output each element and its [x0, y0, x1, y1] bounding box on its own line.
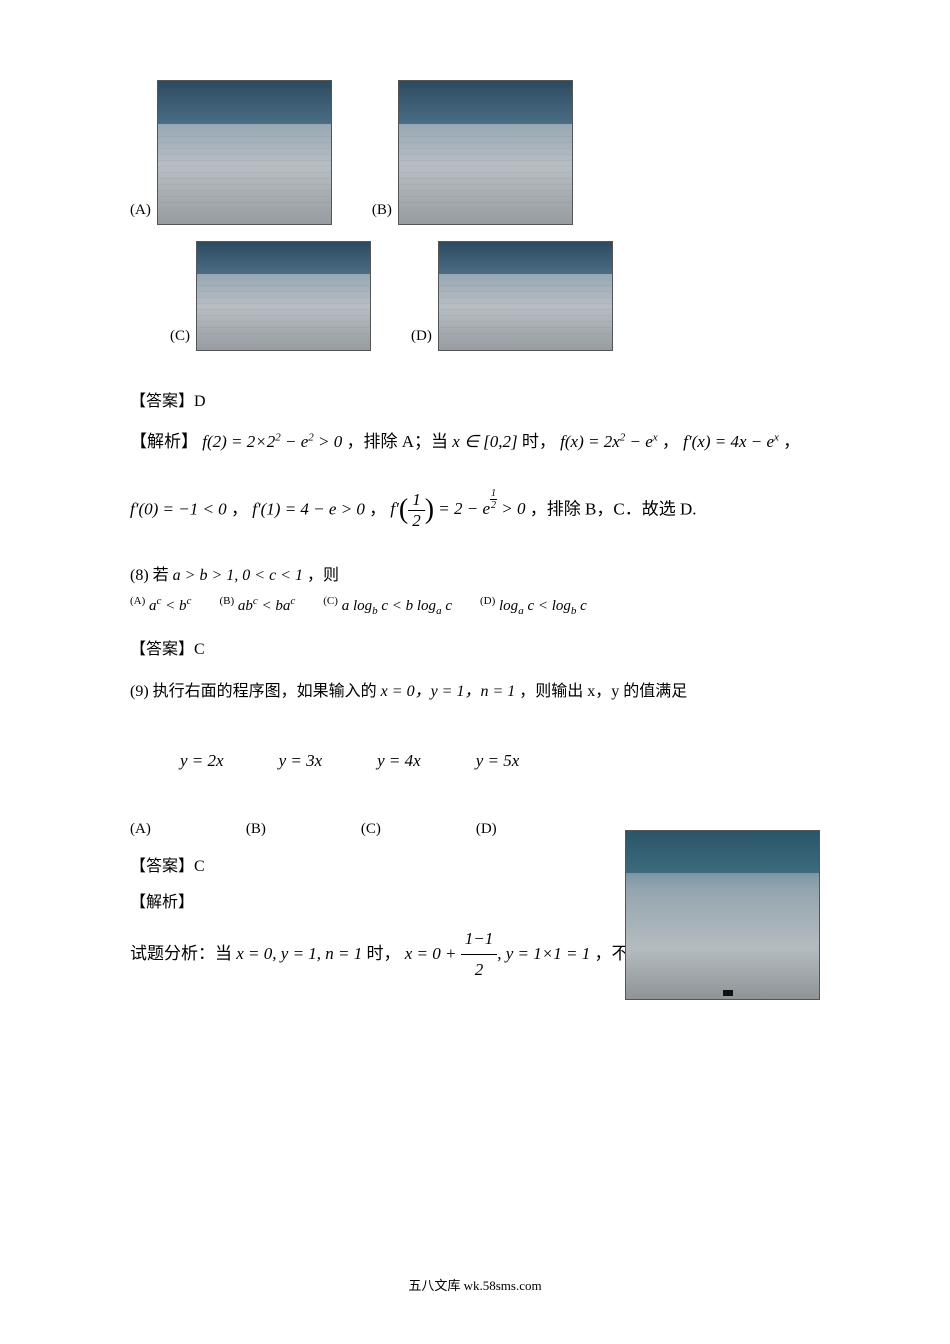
footer-text: 五八文库 wk.58sms.com	[0, 1275, 950, 1294]
fx-formula: f(x) = 2x2 − ex	[560, 432, 662, 451]
q9-options: y = 2x y = 3x y = 4x y = 5x	[180, 751, 519, 771]
figure-label-c: (C)	[170, 328, 190, 345]
figure-row-2: (C) (D)	[170, 241, 820, 351]
f0: f′(0) = −1 < 0	[130, 499, 227, 518]
q9-label-c: (C)	[361, 821, 381, 838]
figure-c: (C)	[170, 241, 371, 351]
text2: 时，	[522, 432, 556, 451]
q9-stem: (9) 执行右面的程序图，如果输入的 x = 0，y = 1，n = 1 ，则输…	[130, 677, 820, 701]
q7-analysis-line1: 【解析】 f(2) = 2×22 − e2 > 0 ，排除 A；当 x ∈ [0…	[130, 427, 820, 458]
q8-opt-a: (A) ac < bc	[130, 595, 191, 617]
q8-options: (A) ac < bc (B) abc < bac (C) a logb c <…	[130, 595, 820, 617]
figure-d: (D)	[411, 241, 613, 351]
figure-image-d	[438, 241, 613, 351]
fhalf: f′(12) = 2 − e12 > 0	[390, 499, 529, 518]
text4: ，	[783, 432, 800, 451]
figure-image-a	[157, 80, 332, 225]
q8: (8) 若 a > b > 1, 0 < c < 1 ，则 (A) ac < b…	[130, 561, 820, 617]
q8-opt-b: (B) abc < bac	[219, 595, 295, 617]
q7-answer: 【答案】D	[130, 387, 820, 411]
q9-opt-a: y = 2x	[180, 751, 224, 771]
q7-analysis-line2: f′(0) = −1 < 0 ， f′(1) = 4 − e > 0 ， f′(…	[130, 488, 820, 531]
text3: ，	[662, 432, 679, 451]
fprime-formula: f′(x) = 4x − ex	[683, 432, 783, 451]
q8-answer: 【答案】C	[130, 635, 820, 659]
q9-label-b: (B)	[246, 821, 266, 838]
f1: f′(1) = 4 − e > 0	[252, 499, 365, 518]
q9-label-a: (A)	[130, 821, 151, 838]
q8-opt-c: (C) a logb c < b loga c	[323, 595, 452, 617]
q8-opt-d: (D) loga c < logb c	[480, 595, 587, 617]
figure-row-1: (A) (B)	[130, 80, 820, 225]
q9-opt-c: y = 4x	[377, 751, 421, 771]
analysis-prefix: 【解析】	[130, 432, 198, 451]
text1: ，排除 A；当	[347, 432, 449, 451]
figure-label-d: (D)	[411, 328, 432, 345]
figure-image-b	[398, 80, 573, 225]
figure-a: (A)	[130, 80, 332, 225]
q8-stem: (8) 若 a > b > 1, 0 < c < 1 ，则	[130, 561, 820, 585]
q9-flowchart-image	[625, 830, 820, 1000]
conclusion: ，排除 B，C．故选 D.	[530, 499, 697, 518]
figure-image-c	[196, 241, 371, 351]
q9-label-d: (D)	[476, 821, 497, 838]
figure-b: (B)	[372, 80, 573, 225]
figure-label-b: (B)	[372, 202, 392, 219]
q9-opt-b: y = 3x	[279, 751, 323, 771]
f2-formula: f(2) = 2×22 − e2 > 0	[202, 432, 346, 451]
x-range: x ∈ [0,2]	[452, 432, 517, 451]
q9-opt-d: y = 5x	[476, 751, 520, 771]
figure-label-a: (A)	[130, 202, 151, 219]
